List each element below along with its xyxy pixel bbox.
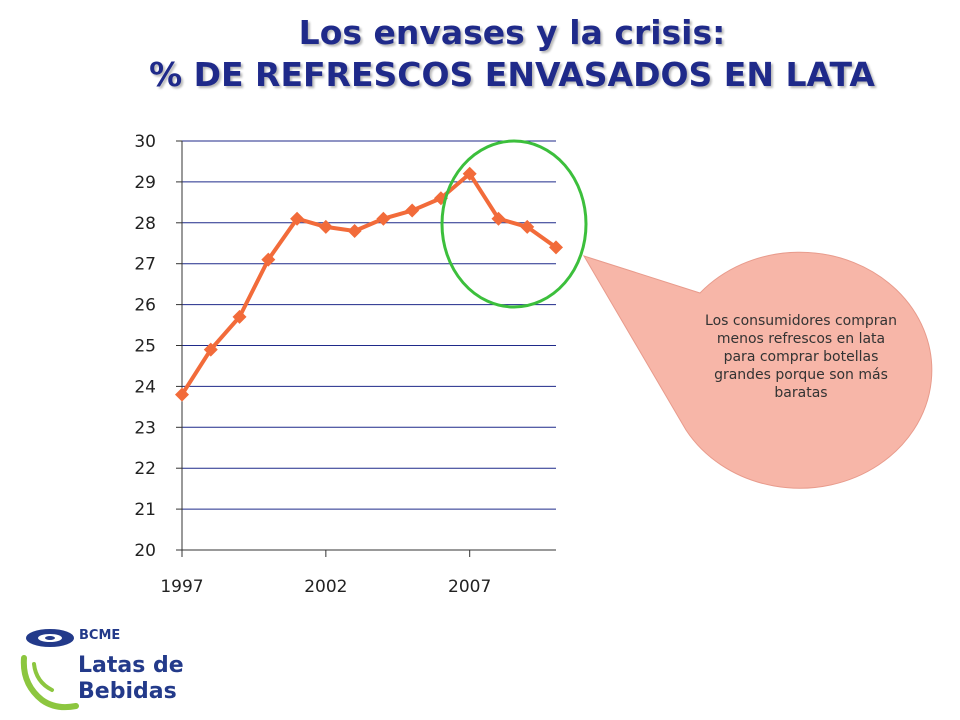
chart-tick-labels: 20 21 22 23 24 25 26 27 28 29 30 1997 2002 2007: [134, 132, 491, 597]
y-tick-label: 28: [134, 214, 156, 234]
data-point: [232, 309, 247, 324]
data-point: [405, 203, 420, 218]
data-point: [549, 240, 563, 255]
data-point: [520, 219, 535, 234]
logo-line-2: Bebidas: [78, 679, 177, 704]
bcme-logo: BCME Latas de Bebidas: [20, 624, 190, 714]
y-tick-label: 30: [134, 132, 156, 152]
slide-subtitle: % DE REFRESCOS ENVASADOS EN LATA: [149, 55, 875, 94]
chart-axes: [176, 140, 556, 557]
y-tick-label: 26: [134, 296, 156, 316]
slide-title: Los envases y la crisis:: [298, 13, 726, 52]
x-tick-label: 2007: [448, 577, 491, 597]
data-point: [175, 387, 189, 402]
y-tick-label: 27: [134, 255, 156, 275]
y-tick-label: 24: [134, 377, 156, 397]
y-tick-label: 21: [134, 500, 156, 520]
data-point: [462, 166, 477, 181]
data-point: [290, 211, 305, 226]
series-line: [180, 171, 558, 396]
chart-gridlines: [182, 140, 556, 510]
logo-line-1: Latas de: [78, 653, 184, 678]
logo-mark: [20, 629, 79, 711]
highlight-ellipse: [440, 139, 588, 309]
y-tick-label: 22: [134, 459, 156, 479]
x-tick-label: 2002: [304, 577, 347, 597]
data-point: [318, 219, 333, 234]
y-tick-label: 20: [134, 541, 156, 561]
data-point: [261, 252, 276, 267]
data-point: [203, 342, 218, 357]
logo-brand: BCME: [79, 628, 121, 643]
y-tick-label: 29: [134, 173, 156, 193]
y-tick-label: 23: [134, 418, 156, 438]
chart-series: [175, 166, 563, 402]
data-point: [347, 223, 362, 238]
data-point: [376, 211, 391, 226]
x-tick-label: 1997: [160, 577, 203, 597]
y-tick-label: 25: [134, 337, 156, 357]
callout-bubble: [582, 251, 933, 489]
data-point: [491, 211, 506, 226]
callout-text: Los consumidores compran menos refrescos…: [705, 313, 897, 401]
